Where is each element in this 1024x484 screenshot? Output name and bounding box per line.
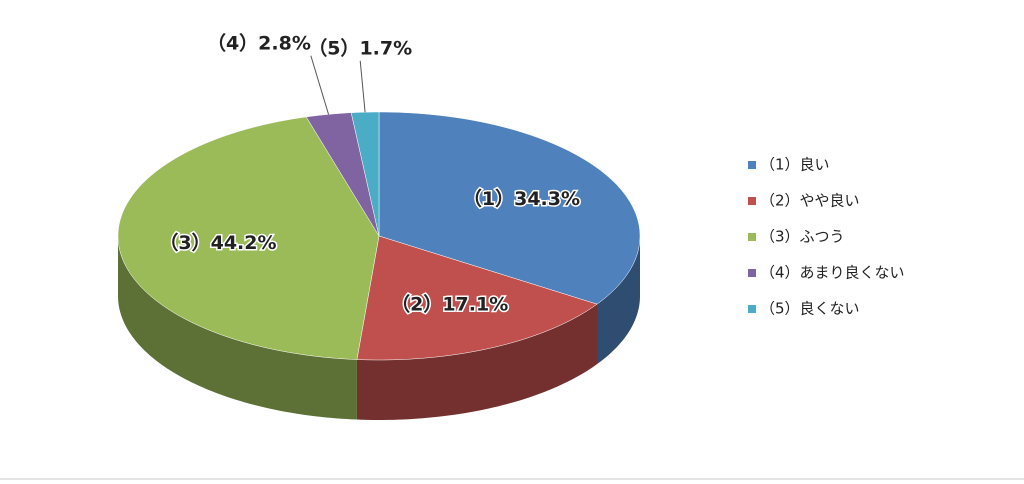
pie-slice — [356, 235, 598, 361]
pie-slice — [378, 111, 641, 305]
pie-side — [118, 236, 357, 420]
leader-line — [359, 60, 366, 113]
pie-side — [597, 236, 640, 365]
legend-label: （5）良くない — [760, 300, 860, 318]
data-label: （4）2.8% — [207, 31, 311, 54]
data-label: （3）44.2% — [159, 231, 276, 254]
legend-swatch — [748, 161, 756, 169]
data-label: （1）34.3% — [463, 187, 580, 210]
legend-swatch — [748, 305, 756, 313]
legend: （1）良い （2）やや良い （3）ふつう （4）あまり良くない （5）良くない — [748, 156, 905, 318]
legend-swatch — [748, 197, 756, 205]
legend-label: （1）良い — [760, 156, 830, 174]
pie-slice — [305, 112, 380, 237]
data-label: （5）1.7% — [308, 36, 412, 59]
legend-swatch — [748, 233, 756, 241]
legend-label: （4）あまり良くない — [760, 264, 905, 282]
legend-swatch — [748, 269, 756, 277]
leader-line — [310, 55, 330, 115]
pie-slice — [117, 116, 380, 360]
legend-label: （2）やや良い — [760, 192, 860, 210]
legend-label: （3）ふつう — [760, 228, 845, 246]
data-label: （2）17.1% — [391, 293, 508, 316]
pie-side — [356, 304, 598, 420]
